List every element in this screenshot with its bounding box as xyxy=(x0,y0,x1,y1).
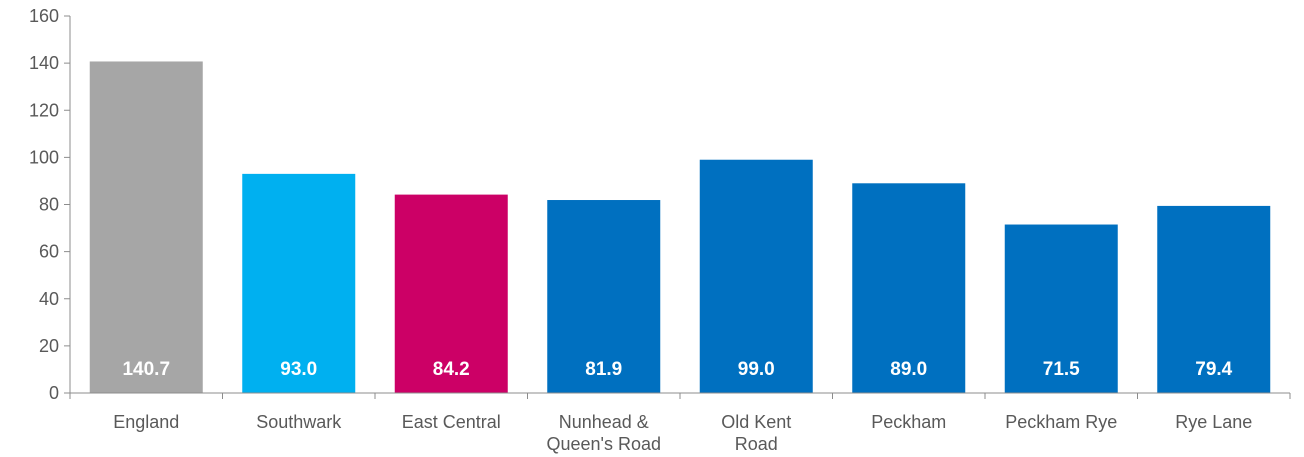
data-label: 79.4 xyxy=(1195,359,1232,380)
x-category-label-line: Peckham xyxy=(871,412,946,432)
bar xyxy=(1157,205,1271,393)
y-tick-label: 60 xyxy=(39,242,59,262)
x-category-label-line: England xyxy=(113,412,179,432)
y-tick-label: 20 xyxy=(39,336,59,356)
y-tick-label: 80 xyxy=(39,195,59,215)
y-tick-label: 140 xyxy=(29,53,59,73)
bars: 140.7 93.0 84.2 81.9 99.0 89.0 71.5 79.4 xyxy=(89,61,1271,394)
x-category-label-line: Road xyxy=(735,434,778,454)
bar xyxy=(852,183,966,393)
x-axis: England Southwark East Central Nunhead & Que… xyxy=(69,392,1291,454)
y-tick-label: 120 xyxy=(29,100,59,120)
bar xyxy=(89,61,203,394)
x-category-label-line: Southwark xyxy=(256,412,342,432)
y-tick-label: 40 xyxy=(39,289,59,309)
y-tick-label: 0 xyxy=(49,383,59,403)
x-category-label-line: Old Kent xyxy=(721,412,791,432)
bar xyxy=(242,173,356,393)
x-category-label: Southwark xyxy=(256,412,342,432)
x-category-label: Rye Lane xyxy=(1175,412,1252,432)
data-label: 71.5 xyxy=(1043,359,1080,380)
x-category-label: Nunhead & Queen's Road xyxy=(546,412,661,454)
data-label: 99.0 xyxy=(738,359,775,380)
data-label: 89.0 xyxy=(890,359,927,380)
x-category-label: Old Kent Road xyxy=(721,412,791,454)
x-category-label-line: Rye Lane xyxy=(1175,412,1252,432)
x-category-label-line: Queen's Road xyxy=(546,434,661,454)
bar xyxy=(547,200,661,393)
data-label: 140.7 xyxy=(122,359,170,380)
x-category-label: Peckham xyxy=(871,412,946,432)
x-category-label: England xyxy=(113,412,179,432)
bar xyxy=(394,194,508,393)
bar xyxy=(1004,224,1118,393)
data-label: 84.2 xyxy=(433,359,470,380)
x-category-label-line: Nunhead & xyxy=(559,412,649,432)
bar xyxy=(699,159,813,393)
data-label: 93.0 xyxy=(280,359,317,380)
y-tick-label: 160 xyxy=(29,6,59,26)
data-label: 81.9 xyxy=(585,359,622,380)
x-category-label: Peckham Rye xyxy=(1005,412,1117,432)
y-axis: 0 20 40 60 80 100 120 140 160 xyxy=(29,6,71,403)
x-category-label: East Central xyxy=(402,412,501,432)
x-category-label-line: Peckham Rye xyxy=(1005,412,1117,432)
y-tick-label: 100 xyxy=(29,147,59,167)
x-category-label-line: East Central xyxy=(402,412,501,432)
